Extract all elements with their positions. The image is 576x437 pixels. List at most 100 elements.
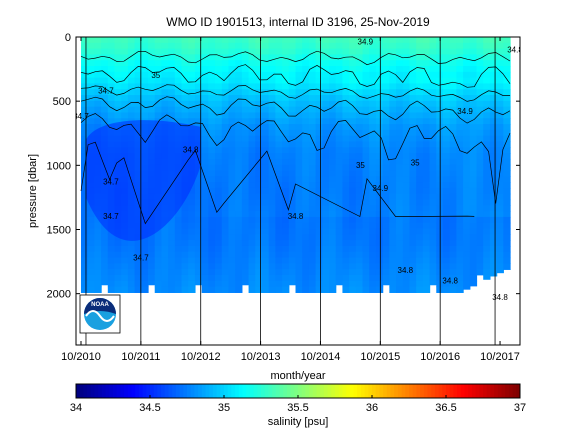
salinity-cell <box>268 286 276 293</box>
salinity-cell <box>476 222 484 230</box>
salinity-cell <box>422 54 431 61</box>
salinity-cell <box>228 211 236 218</box>
salinity-cell <box>255 60 263 67</box>
salinity-cell <box>396 263 404 270</box>
salinity-cell <box>322 48 330 56</box>
salinity-cell <box>503 112 511 119</box>
salinity-cell <box>94 263 102 270</box>
salinity-cell <box>429 158 437 166</box>
salinity-cell <box>396 245 404 253</box>
salinity-cell <box>154 95 163 102</box>
salinity-cell <box>134 100 142 108</box>
salinity-cell <box>181 37 189 44</box>
salinity-cell <box>255 182 263 189</box>
salinity-cell <box>496 54 504 61</box>
salinity-cell <box>375 147 384 154</box>
salinity-cell <box>315 170 323 177</box>
salinity-cell <box>201 234 209 241</box>
salinity-cell <box>322 182 330 189</box>
salinity-cell <box>335 71 344 79</box>
salinity-cell <box>275 257 283 264</box>
salinity-cell <box>208 199 216 206</box>
colorbar-segment <box>409 384 414 398</box>
salinity-cell <box>456 100 464 108</box>
salinity-cell <box>154 100 163 108</box>
salinity-cell <box>141 37 149 44</box>
salinity-cell <box>409 164 417 172</box>
salinity-cell <box>469 211 478 218</box>
salinity-cell <box>335 66 344 73</box>
salinity-cell <box>268 60 276 67</box>
salinity-cell <box>389 66 397 73</box>
salinity-cell <box>382 170 390 177</box>
colorbar-segment <box>479 384 484 398</box>
salinity-cell <box>322 83 330 90</box>
salinity-cell <box>288 71 297 79</box>
salinity-cell <box>469 199 478 206</box>
salinity-cell <box>396 95 404 102</box>
salinity-cell <box>161 37 169 44</box>
salinity-cell <box>208 66 216 73</box>
salinity-cell <box>221 182 230 189</box>
salinity-cell <box>248 222 256 230</box>
salinity-cell <box>389 60 397 67</box>
salinity-cell <box>154 83 163 90</box>
salinity-cell <box>355 269 364 276</box>
salinity-cell <box>80 89 89 96</box>
salinity-cell <box>221 89 230 96</box>
salinity-cell <box>503 240 511 247</box>
salinity-cell <box>469 280 478 287</box>
salinity-cell <box>416 222 424 230</box>
salinity-cell <box>449 141 457 148</box>
salinity-cell <box>483 54 491 61</box>
salinity-cell <box>469 269 478 276</box>
salinity-cell <box>449 158 457 166</box>
salinity-cell <box>261 176 270 183</box>
salinity-cell <box>402 66 411 73</box>
salinity-cell <box>416 274 424 282</box>
salinity-cell <box>94 222 102 230</box>
salinity-cell <box>194 274 203 282</box>
salinity-cell <box>201 129 209 137</box>
salinity-cell <box>228 216 236 224</box>
salinity-cell <box>396 240 404 247</box>
salinity-cell <box>181 54 189 61</box>
salinity-cell <box>275 280 283 288</box>
salinity-cell <box>248 37 256 44</box>
salinity-cell <box>261 112 270 119</box>
salinity-cell <box>215 222 223 230</box>
salinity-cell <box>382 280 390 286</box>
salinity-cell <box>362 205 370 212</box>
salinity-cell <box>335 95 344 102</box>
salinity-cell <box>329 124 337 131</box>
salinity-cell <box>402 129 411 137</box>
salinity-cell <box>322 251 330 259</box>
salinity-cell <box>396 193 404 201</box>
salinity-cell <box>449 205 457 212</box>
salinity-cell <box>362 269 370 276</box>
salinity-cell <box>308 60 317 67</box>
salinity-cell <box>161 274 169 282</box>
salinity-cell <box>215 60 223 67</box>
salinity-cell <box>275 106 283 114</box>
salinity-cell <box>241 170 250 177</box>
salinity-cell <box>355 158 364 166</box>
salinity-cell <box>127 257 136 264</box>
salinity-cell <box>154 89 163 96</box>
colorbar-segment <box>335 384 340 398</box>
salinity-cell <box>503 37 511 44</box>
salinity-cell <box>329 60 337 67</box>
salinity-cell <box>429 135 437 143</box>
salinity-cell <box>221 245 230 253</box>
salinity-cell <box>107 60 116 67</box>
salinity-cell <box>87 124 95 131</box>
salinity-cell <box>429 251 437 259</box>
salinity-cell <box>221 37 230 44</box>
x-tick-label: 10/2015 <box>360 351 400 363</box>
salinity-cell <box>235 100 243 108</box>
salinity-cell <box>483 176 491 183</box>
salinity-cell <box>141 77 149 85</box>
salinity-cell <box>329 170 337 177</box>
x-tick-label: 10/2016 <box>420 351 460 363</box>
salinity-cell <box>121 240 129 247</box>
